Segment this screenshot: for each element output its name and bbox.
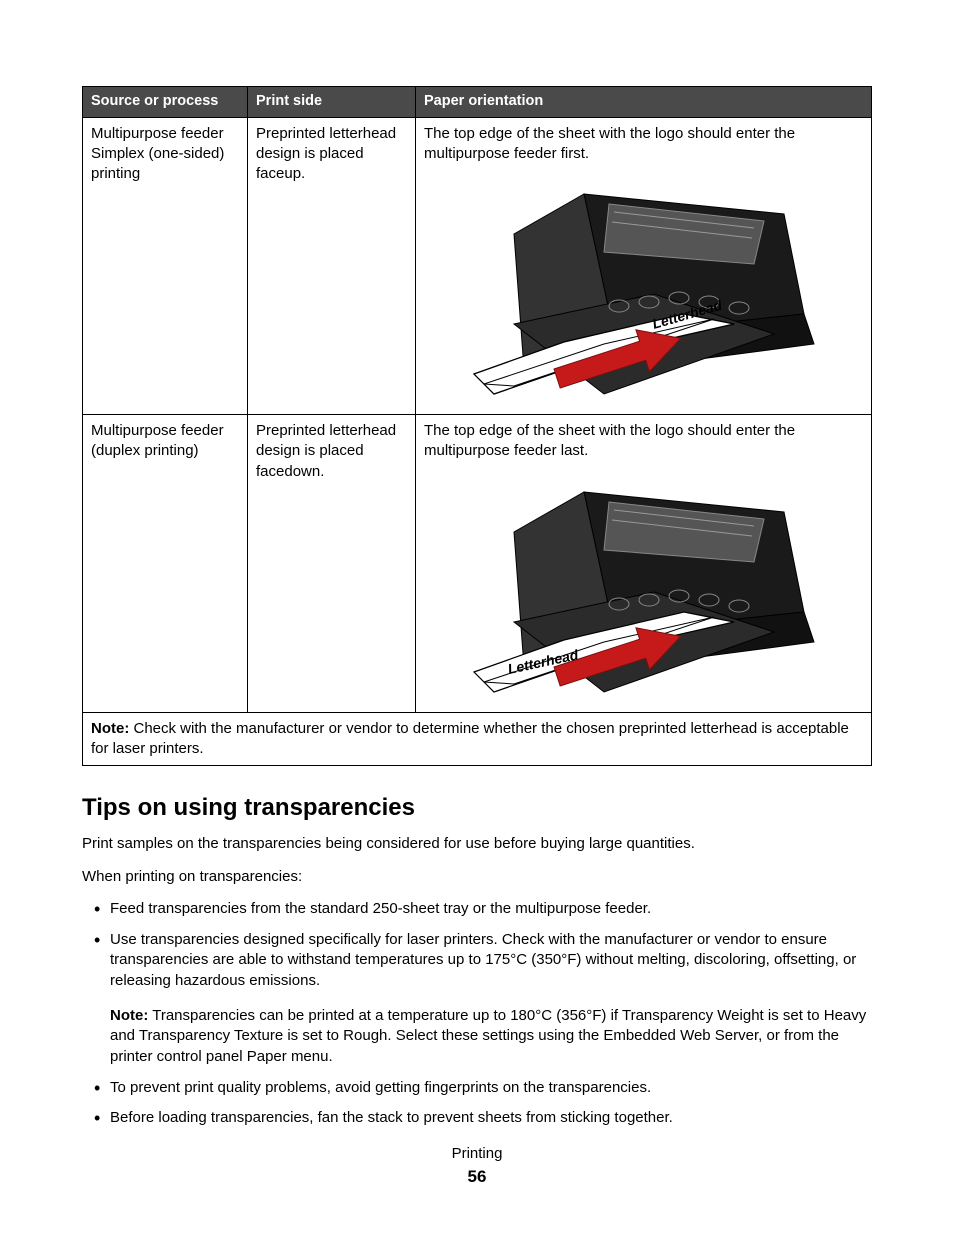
orientation-text-1: The top edge of the sheet with the logo … xyxy=(424,125,795,162)
paragraph-2: When printing on transparencies: xyxy=(82,867,872,887)
tips-list: Feed transparencies from the standard 25… xyxy=(82,899,872,1129)
transparencies-heading: Tips on using transparencies xyxy=(82,792,872,824)
inner-note: Note: Transparencies can be printed at a… xyxy=(110,1006,872,1068)
cell-orientation-1: The top edge of the sheet with the logo … xyxy=(416,117,872,415)
letterhead-table: Source or process Print side Paper orien… xyxy=(82,86,872,766)
cell-orientation-2: The top edge of the sheet with the logo … xyxy=(416,415,872,713)
list-item: Before loading transparencies, fan the s… xyxy=(110,1108,872,1129)
th-orientation: Paper orientation xyxy=(416,87,872,118)
th-printside: Print side xyxy=(248,87,416,118)
printer-faceup-image: Letterhead xyxy=(454,174,834,404)
list-item: Feed transparencies from the standard 25… xyxy=(110,899,872,920)
table-note-row: Note: Check with the manufacturer or ven… xyxy=(83,712,872,766)
inner-note-label: Note: xyxy=(110,1007,148,1024)
table-row: Multipurpose feeder (duplex printing) Pr… xyxy=(83,415,872,713)
list-item: Use transparencies designed specifically… xyxy=(110,930,872,1068)
orientation-text-2: The top edge of the sheet with the logo … xyxy=(424,422,795,459)
inner-note-text: Transparencies can be printed at a tempe… xyxy=(110,1007,866,1065)
th-source: Source or process xyxy=(83,87,248,118)
table-row: Multipurpose feeder Simplex (one-sided) … xyxy=(83,117,872,415)
page-footer: Printing 56 xyxy=(0,1144,954,1189)
cell-printside-1: Preprinted letterhead design is placed f… xyxy=(248,117,416,415)
cell-source-2: Multipurpose feeder (duplex printing) xyxy=(83,415,248,713)
note-text: Check with the manufacturer or vendor to… xyxy=(91,720,849,757)
cell-printside-2: Preprinted letterhead design is placed f… xyxy=(248,415,416,713)
note-label: Note: xyxy=(91,720,129,737)
list-item-text: Use transparencies designed specifically… xyxy=(110,931,856,989)
paragraph-1: Print samples on the transparencies bein… xyxy=(82,834,872,854)
footer-section: Printing xyxy=(0,1144,954,1164)
footer-page-number: 56 xyxy=(0,1166,954,1189)
printer-facedown-image: Letterhead xyxy=(454,472,834,702)
list-item: To prevent print quality problems, avoid… xyxy=(110,1078,872,1099)
cell-source-1: Multipurpose feeder Simplex (one-sided) … xyxy=(83,117,248,415)
